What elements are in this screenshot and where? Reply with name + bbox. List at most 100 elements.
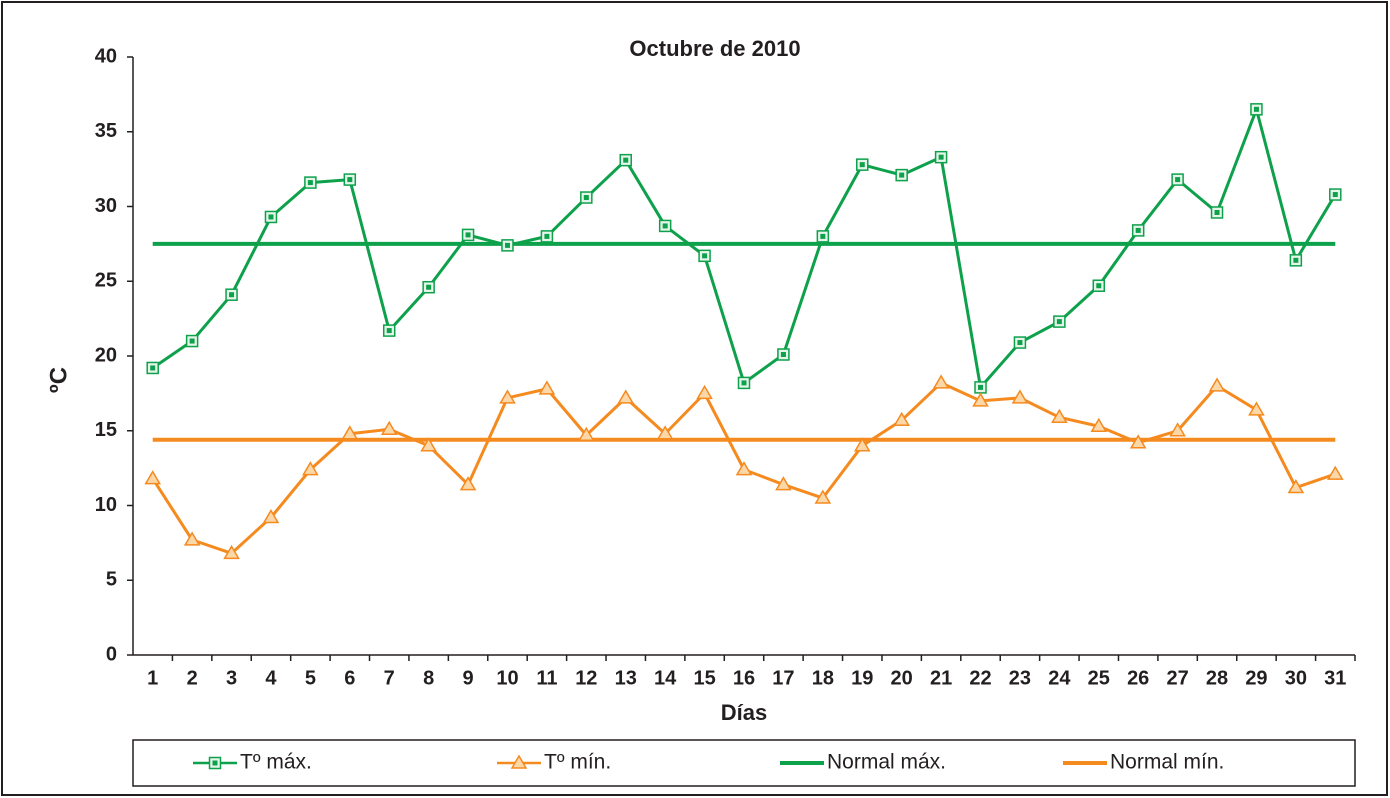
marker-core: [1135, 227, 1141, 233]
y-tick-label: 40: [95, 45, 117, 67]
marker: [737, 376, 751, 390]
marker: [777, 348, 790, 361]
legend-label: Normal mín.: [1110, 751, 1224, 774]
marker: [341, 425, 359, 440]
marker: [696, 384, 713, 400]
marker: [735, 461, 753, 476]
y-tick-label: 25: [95, 270, 117, 292]
marker-core: [1332, 192, 1338, 198]
marker: [304, 176, 317, 189]
marker: [1013, 336, 1027, 349]
marker: [501, 239, 514, 252]
marker: [185, 334, 199, 348]
marker: [1329, 188, 1342, 201]
marker-core: [212, 760, 218, 766]
x-tick-label: 5: [305, 667, 316, 689]
marker: [302, 461, 319, 476]
marker-core: [229, 292, 235, 298]
marker-core: [978, 384, 984, 390]
marker-core: [347, 177, 353, 183]
marker: [422, 280, 435, 294]
marker: [1169, 422, 1186, 437]
legend: [132, 739, 1356, 787]
marker: [510, 754, 528, 769]
x-tick-label: 2: [187, 667, 198, 689]
marker-core: [386, 328, 392, 334]
marker: [658, 219, 672, 233]
x-tick-label: 3: [226, 667, 237, 689]
marker-core: [583, 195, 589, 201]
marker: [578, 426, 595, 441]
y-tick-label: 10: [95, 494, 117, 516]
marker: [343, 173, 357, 186]
marker-core: [1214, 209, 1220, 215]
marker: [1053, 315, 1066, 328]
y-tick-label: 20: [95, 344, 117, 366]
marker-core: [741, 380, 747, 386]
marker: [1129, 434, 1147, 449]
marker-core: [150, 365, 156, 371]
marker: [420, 437, 437, 452]
marker: [972, 392, 989, 407]
marker: [538, 380, 556, 395]
marker-core: [1253, 106, 1259, 112]
marker-core: [662, 223, 668, 229]
marker: [656, 425, 674, 440]
marker: [1090, 417, 1108, 433]
x-tick-label: 22: [969, 667, 991, 689]
x-tick-label: 8: [423, 667, 434, 689]
marker: [499, 389, 516, 404]
x-tick-label: 29: [1245, 667, 1267, 689]
x-tick-label: 15: [693, 667, 715, 689]
x-tick-label: 16: [733, 667, 755, 689]
marker-core: [307, 180, 313, 186]
x-tick-label: 26: [1127, 667, 1149, 689]
marker-core: [780, 352, 786, 358]
x-tick-label: 28: [1206, 667, 1228, 689]
marker-core: [189, 338, 195, 344]
marker: [698, 249, 711, 263]
x-tick-label: 19: [851, 667, 873, 689]
marker-core: [820, 233, 826, 239]
marker: [816, 230, 830, 243]
x-tick-label: 24: [1048, 667, 1071, 689]
marker: [1051, 408, 1068, 424]
x-tick-label: 12: [575, 667, 597, 689]
x-tick-label: 30: [1285, 667, 1307, 689]
marker: [1289, 254, 1303, 267]
marker: [1326, 465, 1344, 480]
x-tick-label: 25: [1088, 667, 1110, 689]
x-tick-label: 9: [463, 667, 474, 689]
y-tick-label: 0: [106, 643, 117, 665]
y-axis-label: ºC: [45, 367, 72, 393]
marker: [775, 476, 792, 491]
marker: [1131, 224, 1145, 237]
legend-label: Normal máx.: [827, 751, 946, 774]
y-tick-label: 5: [106, 569, 117, 591]
marker-core: [1017, 340, 1023, 346]
marker: [932, 374, 950, 389]
x-tick-label: 17: [772, 667, 794, 689]
marker: [1248, 401, 1265, 416]
marker: [225, 288, 238, 301]
marker: [974, 381, 987, 394]
legend-label: Tº mín.: [544, 751, 611, 774]
marker-core: [859, 162, 865, 168]
marker: [617, 389, 635, 404]
marker: [1287, 479, 1305, 494]
marker: [264, 210, 278, 224]
marker: [1210, 206, 1224, 219]
marker: [183, 531, 201, 546]
marker: [146, 361, 159, 375]
x-tick-label: 14: [654, 667, 677, 689]
marker-core: [1175, 177, 1181, 183]
marker: [580, 191, 593, 204]
y-tick-label: 35: [95, 120, 117, 142]
marker: [382, 324, 396, 337]
x-tick-label: 7: [384, 667, 395, 689]
marker-core: [1293, 257, 1299, 263]
marker-core: [268, 214, 274, 220]
x-axis-label: Días: [721, 700, 767, 725]
marker: [540, 230, 554, 243]
